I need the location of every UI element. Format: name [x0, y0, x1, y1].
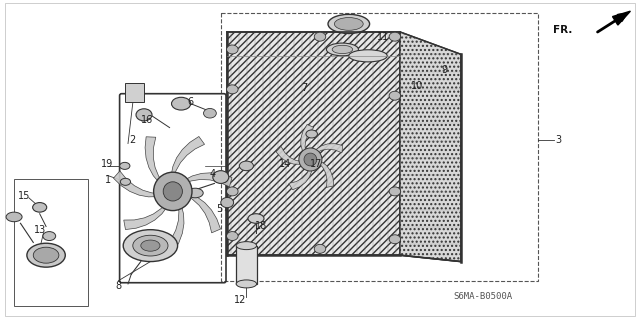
Text: 13: 13 — [33, 225, 46, 235]
Circle shape — [163, 182, 182, 201]
Polygon shape — [145, 137, 164, 183]
Ellipse shape — [389, 32, 401, 41]
Ellipse shape — [212, 171, 229, 183]
Ellipse shape — [133, 235, 168, 256]
Ellipse shape — [204, 108, 216, 118]
Text: 12: 12 — [234, 295, 246, 305]
Ellipse shape — [236, 242, 257, 249]
Bar — [236, 246, 257, 284]
Ellipse shape — [141, 240, 160, 251]
Ellipse shape — [43, 232, 56, 241]
Polygon shape — [124, 202, 168, 230]
Ellipse shape — [326, 43, 358, 56]
Text: 4: 4 — [210, 169, 216, 179]
Text: S6MA-B0500A: S6MA-B0500A — [454, 292, 513, 301]
Ellipse shape — [227, 85, 238, 94]
Ellipse shape — [227, 45, 238, 54]
Ellipse shape — [221, 197, 234, 208]
Ellipse shape — [335, 18, 364, 30]
Ellipse shape — [389, 91, 401, 100]
Ellipse shape — [227, 187, 238, 196]
Circle shape — [304, 153, 317, 166]
Bar — [125, 83, 144, 102]
Ellipse shape — [33, 247, 59, 263]
Ellipse shape — [6, 212, 22, 222]
Text: 10: 10 — [411, 81, 424, 91]
Ellipse shape — [389, 235, 401, 244]
Text: 7: 7 — [301, 83, 307, 93]
Ellipse shape — [33, 203, 47, 212]
Text: 18: 18 — [255, 221, 268, 232]
Ellipse shape — [120, 178, 131, 185]
Ellipse shape — [332, 45, 353, 54]
Bar — [221, 13, 538, 281]
Text: 5: 5 — [216, 204, 222, 214]
Polygon shape — [612, 11, 630, 25]
Polygon shape — [113, 171, 161, 197]
Ellipse shape — [314, 32, 326, 41]
Text: 1: 1 — [104, 175, 111, 185]
Ellipse shape — [172, 97, 191, 110]
Bar — [14, 179, 88, 306]
Polygon shape — [316, 144, 342, 153]
Polygon shape — [318, 162, 333, 187]
Ellipse shape — [328, 14, 370, 33]
Ellipse shape — [248, 214, 264, 223]
Text: 17: 17 — [310, 159, 323, 169]
Polygon shape — [184, 193, 221, 233]
Polygon shape — [182, 173, 232, 187]
Text: 15: 15 — [18, 191, 31, 201]
Text: 6: 6 — [188, 97, 194, 107]
Text: FR.: FR. — [554, 25, 573, 35]
Ellipse shape — [187, 188, 204, 198]
Ellipse shape — [389, 187, 401, 196]
Polygon shape — [171, 137, 205, 179]
Circle shape — [154, 172, 192, 211]
Text: 14: 14 — [278, 159, 291, 169]
Text: 3: 3 — [555, 135, 561, 145]
Text: 8: 8 — [115, 280, 122, 291]
Text: 16: 16 — [141, 115, 154, 125]
Ellipse shape — [306, 130, 317, 138]
Polygon shape — [301, 124, 314, 152]
Text: 9: 9 — [442, 65, 448, 75]
Text: 11: 11 — [376, 32, 389, 42]
Ellipse shape — [27, 243, 65, 267]
Ellipse shape — [239, 161, 253, 171]
Polygon shape — [276, 146, 302, 164]
Text: 19: 19 — [101, 159, 114, 169]
Ellipse shape — [227, 232, 238, 241]
Polygon shape — [289, 168, 312, 190]
Ellipse shape — [136, 109, 152, 121]
Ellipse shape — [120, 162, 130, 169]
Polygon shape — [227, 32, 400, 255]
Polygon shape — [164, 203, 184, 252]
Polygon shape — [400, 32, 461, 262]
Ellipse shape — [349, 50, 387, 62]
Text: 2: 2 — [129, 135, 136, 145]
Ellipse shape — [314, 244, 326, 253]
Ellipse shape — [236, 280, 257, 288]
Ellipse shape — [123, 230, 177, 262]
Circle shape — [299, 148, 322, 171]
